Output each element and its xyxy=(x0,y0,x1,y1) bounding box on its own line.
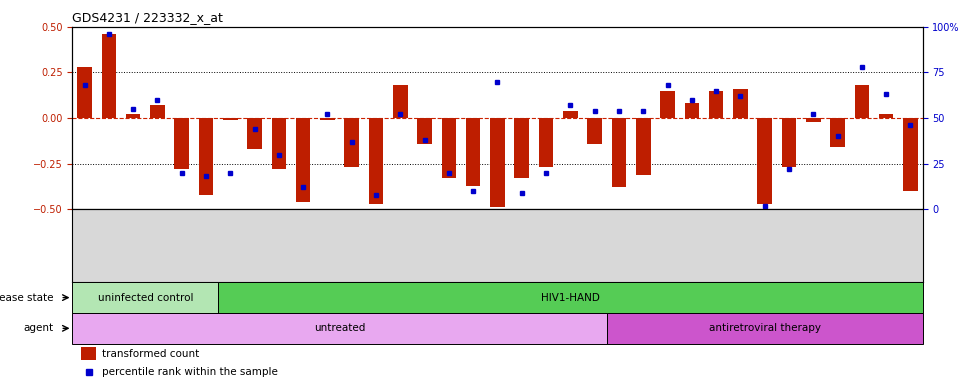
Text: disease state: disease state xyxy=(0,293,53,303)
Bar xyxy=(218,282,923,313)
Bar xyxy=(757,118,772,204)
Bar xyxy=(903,118,918,191)
Bar xyxy=(247,118,262,149)
Bar xyxy=(539,118,554,167)
Bar xyxy=(320,118,335,120)
Bar xyxy=(490,118,505,207)
Bar xyxy=(175,118,189,169)
Bar xyxy=(296,118,310,202)
Bar xyxy=(72,282,218,313)
Bar xyxy=(806,118,820,122)
Text: transformed count: transformed count xyxy=(102,349,199,359)
Bar xyxy=(441,118,456,178)
Text: HIV1-HAND: HIV1-HAND xyxy=(541,293,600,303)
Bar xyxy=(466,118,480,185)
Bar xyxy=(77,67,92,118)
Bar xyxy=(563,111,578,118)
Text: agent: agent xyxy=(23,323,53,333)
Bar xyxy=(879,114,894,118)
Bar xyxy=(417,118,432,144)
Bar xyxy=(199,118,213,195)
Bar xyxy=(660,91,675,118)
Bar xyxy=(81,347,97,360)
Text: uninfected control: uninfected control xyxy=(98,293,193,303)
Bar xyxy=(271,118,286,169)
Bar xyxy=(781,118,796,167)
Bar xyxy=(345,118,359,167)
Bar xyxy=(855,85,869,118)
Text: untreated: untreated xyxy=(314,323,365,333)
Bar xyxy=(611,118,626,187)
Bar xyxy=(369,118,384,204)
Bar xyxy=(587,118,602,144)
Bar xyxy=(150,105,165,118)
Text: percentile rank within the sample: percentile rank within the sample xyxy=(102,367,278,377)
Text: antiretroviral therapy: antiretroviral therapy xyxy=(709,323,821,333)
Bar xyxy=(515,118,529,178)
Bar xyxy=(72,313,607,344)
Bar xyxy=(733,89,748,118)
Bar xyxy=(393,85,408,118)
Bar xyxy=(607,313,923,344)
Text: GDS4231 / 223332_x_at: GDS4231 / 223332_x_at xyxy=(72,11,223,24)
Bar xyxy=(830,118,845,147)
Bar xyxy=(223,118,238,120)
Bar xyxy=(709,91,724,118)
Bar xyxy=(101,34,116,118)
Bar xyxy=(685,104,699,118)
Bar xyxy=(126,114,140,118)
Bar xyxy=(636,118,650,175)
